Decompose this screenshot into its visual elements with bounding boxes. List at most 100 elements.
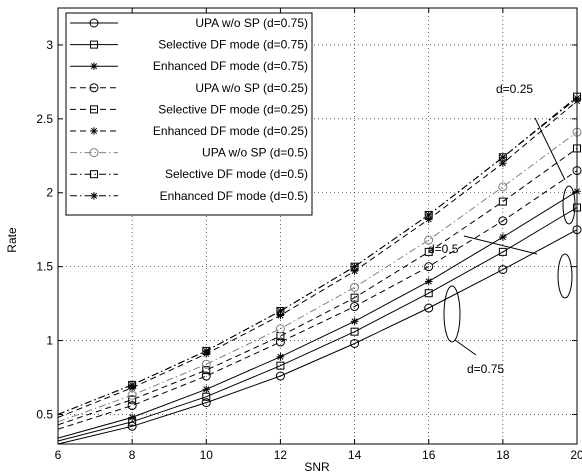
legend-label: Selective DF mode (d=0.75) bbox=[158, 38, 308, 52]
data-point bbox=[276, 353, 285, 361]
legend-label: Selective DF mode (d=0.25) bbox=[158, 102, 308, 116]
y-tick-label: 2 bbox=[46, 186, 53, 200]
legend: UPA w/o SP (d=0.75) Selective DF mode (d=… bbox=[65, 12, 313, 216]
x-tick-label: 20 bbox=[570, 448, 582, 462]
x-tick-label: 16 bbox=[422, 448, 436, 462]
data-point bbox=[424, 211, 433, 219]
d075-ellipse bbox=[443, 285, 461, 343]
data-point bbox=[276, 311, 285, 320]
series-line-4 bbox=[57, 170, 578, 430]
data-point bbox=[350, 338, 360, 348]
data-point bbox=[276, 307, 285, 315]
x-tick-label: 12 bbox=[274, 448, 288, 462]
legend-marker bbox=[90, 62, 98, 70]
data-point bbox=[275, 371, 285, 381]
x-tick-label: 18 bbox=[496, 448, 510, 462]
data-point bbox=[499, 233, 507, 241]
x-axis-label: SNR bbox=[304, 460, 330, 474]
x-tick-label: 8 bbox=[129, 448, 136, 462]
plot-frame bbox=[57, 7, 578, 445]
x-tick-label: 10 bbox=[200, 448, 214, 462]
legend-label: Enhanced DF mode (d=0.25) bbox=[153, 124, 308, 138]
data-point bbox=[127, 401, 137, 411]
data-point bbox=[202, 385, 211, 394]
data-point bbox=[202, 347, 211, 355]
d075-leader bbox=[454, 339, 477, 356]
series-line-1 bbox=[57, 229, 578, 445]
data-point bbox=[424, 215, 433, 224]
d05-ellipse bbox=[557, 253, 573, 299]
legend-label: UPA w/o SP (d=0.5) bbox=[202, 146, 308, 160]
data-point bbox=[499, 153, 507, 162]
series-line-6 bbox=[57, 100, 578, 418]
legend-marker bbox=[90, 192, 98, 200]
data-point bbox=[201, 371, 211, 381]
legend-marker bbox=[90, 105, 98, 114]
legend-marker bbox=[90, 127, 98, 135]
series-lines bbox=[57, 96, 578, 445]
annotation-d05: d=0.5 bbox=[428, 242, 459, 256]
data-point bbox=[498, 247, 507, 256]
data-point bbox=[498, 182, 508, 192]
data-point bbox=[350, 327, 359, 336]
y-tick-label: 1.5 bbox=[36, 260, 53, 274]
series-line-7 bbox=[57, 131, 578, 423]
data-point bbox=[127, 390, 137, 400]
data-point bbox=[498, 216, 508, 226]
data-point bbox=[350, 282, 360, 292]
data-point bbox=[350, 262, 359, 271]
annotation-d025: d=0.25 bbox=[496, 82, 533, 96]
d025-leader bbox=[534, 117, 566, 181]
axis-ticks: 6 8 10 12 14 16 18 20 0.5 1 1.5 2 2.5 3 bbox=[36, 8, 582, 462]
data-point bbox=[350, 302, 360, 312]
data-point bbox=[275, 337, 285, 347]
legend-label: UPA w/o SP (d=0.75) bbox=[195, 16, 308, 30]
legend-label: Selective DF mode (d=0.5) bbox=[165, 167, 308, 181]
legend-marker bbox=[90, 40, 98, 49]
d05-leader bbox=[463, 235, 538, 255]
series-line-2 bbox=[57, 207, 578, 442]
data-point bbox=[424, 247, 433, 256]
series-line-9 bbox=[57, 97, 578, 415]
data-point bbox=[424, 303, 434, 313]
data-point bbox=[424, 289, 433, 298]
y-axis-label: Rate bbox=[5, 227, 19, 253]
data-point bbox=[350, 293, 359, 302]
data-point bbox=[350, 267, 359, 275]
legend-marker bbox=[89, 83, 99, 93]
data-point bbox=[350, 317, 359, 326]
d025-ellipse bbox=[562, 185, 576, 225]
series-line-3 bbox=[57, 190, 578, 439]
data-point bbox=[498, 197, 507, 206]
data-point bbox=[128, 413, 136, 422]
y-tick-label: 0.5 bbox=[36, 407, 53, 421]
data-point bbox=[276, 361, 285, 370]
y-tick-label: 1 bbox=[46, 334, 53, 348]
y-tick-label: 3 bbox=[46, 38, 53, 52]
y-tick-label: 2.5 bbox=[36, 112, 53, 126]
data-point bbox=[424, 277, 433, 286]
data-point bbox=[424, 262, 434, 272]
data-point bbox=[128, 381, 136, 389]
legend-label: Enhanced DF mode (d=0.5) bbox=[160, 189, 308, 203]
annotation-d075: d=0.75 bbox=[467, 362, 504, 376]
data-point bbox=[275, 324, 285, 334]
data-point bbox=[201, 359, 211, 369]
legend-marker bbox=[90, 170, 98, 179]
data-point bbox=[499, 159, 507, 167]
x-tick-label: 14 bbox=[348, 448, 362, 462]
data-point bbox=[498, 265, 508, 275]
legend-label: Enhanced DF mode (d=0.75) bbox=[153, 59, 308, 73]
legend-box bbox=[65, 12, 313, 216]
legend-marker bbox=[89, 148, 99, 158]
data-point bbox=[201, 398, 211, 408]
data-point bbox=[202, 392, 211, 401]
data-point bbox=[128, 395, 137, 404]
x-tick-label: 6 bbox=[55, 448, 62, 462]
annotations: d=0.25 d=0.5 d=0.75 bbox=[428, 82, 576, 376]
data-point bbox=[424, 235, 434, 245]
data-point bbox=[127, 421, 137, 431]
legend-label: UPA w/o SP (d=0.25) bbox=[195, 81, 308, 95]
series-line-5 bbox=[57, 147, 578, 426]
